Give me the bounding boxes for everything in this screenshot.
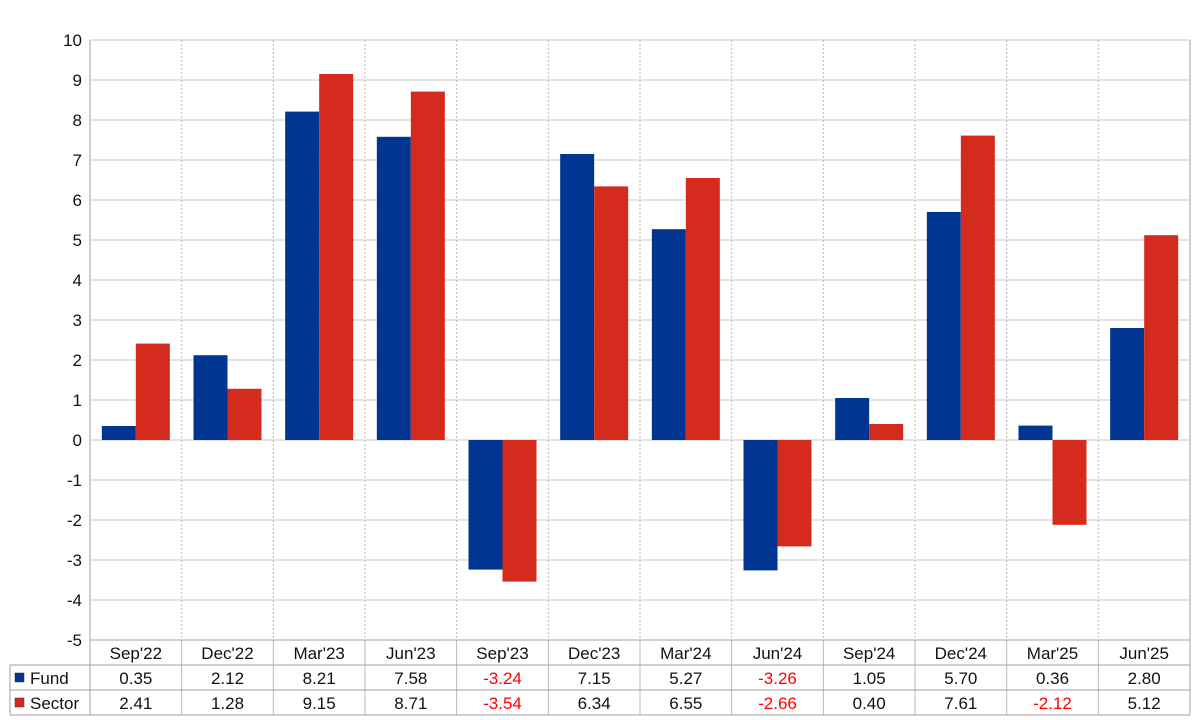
table-value-fund: 5.27	[669, 669, 702, 688]
x-category-label: Mar'23	[293, 644, 344, 663]
table-value-sector: 6.34	[578, 694, 611, 713]
bar-sector	[410, 91, 445, 440]
bar-fund	[101, 426, 136, 440]
y-tick-label: 8	[73, 111, 82, 130]
x-category-label: Dec'23	[568, 644, 620, 663]
bars	[101, 74, 1179, 582]
y-tick-label: -2	[67, 511, 82, 530]
bar-fund	[926, 212, 961, 440]
y-tick-label: -3	[67, 551, 82, 570]
legend-swatch-fund	[14, 672, 25, 683]
bar-sector	[502, 440, 537, 582]
y-tick-label: 2	[73, 351, 82, 370]
bar-fund	[1110, 328, 1145, 440]
table-value-fund: 2.80	[1128, 669, 1161, 688]
bar-fund	[560, 154, 595, 440]
y-tick-label: -5	[67, 631, 82, 650]
table-value-sector: 1.28	[211, 694, 244, 713]
bar-sector	[960, 135, 995, 440]
bar-sector	[685, 178, 720, 440]
bar-fund	[193, 355, 228, 440]
table-value-fund: 2.12	[211, 669, 244, 688]
data-table: Sep'22 Dec'22 Mar'23 Jun'23 Sep'23 Dec'23 Mar'…	[9, 639, 1190, 716]
y-tick-label: -1	[67, 471, 82, 490]
x-category-label: Jun'24	[753, 644, 803, 663]
x-category-label: Mar'24	[660, 644, 711, 663]
bar-fund	[376, 136, 411, 441]
x-category-label: Mar'25	[1027, 644, 1078, 663]
table-value-sector: 5.12	[1128, 694, 1161, 713]
bar-sector	[777, 440, 812, 547]
bar-fund	[651, 229, 686, 440]
table-value-sector: -3.54	[483, 694, 522, 713]
table-value-fund: 0.35	[119, 669, 152, 688]
bar-sector	[594, 186, 629, 440]
y-tick-label: 5	[73, 231, 82, 250]
table-value-fund: 7.15	[578, 669, 611, 688]
table-value-sector: 8.71	[394, 694, 427, 713]
y-tick-label: 1	[73, 391, 82, 410]
y-tick-label: -4	[67, 591, 82, 610]
bar-sector	[135, 343, 170, 440]
table-value-fund: 7.58	[394, 669, 427, 688]
bar-sector	[319, 74, 354, 440]
x-category-label: Jun'23	[386, 644, 436, 663]
bar-sector	[227, 388, 262, 440]
bar-fund	[1018, 425, 1053, 440]
table-value-sector: 0.40	[853, 694, 886, 713]
bar-fund	[285, 111, 320, 440]
legend-swatch-sector	[14, 697, 25, 708]
y-tick-label: 4	[73, 271, 82, 290]
table-value-fund: -3.24	[483, 669, 522, 688]
table-value-sector: 6.55	[669, 694, 702, 713]
gridlines	[89, 39, 1191, 715]
table-value-sector: -2.66	[758, 694, 797, 713]
table-value-sector: -2.12	[1033, 694, 1072, 713]
y-tick-label: 6	[73, 191, 82, 210]
table-value-fund: 0.36	[1036, 669, 1069, 688]
y-tick-label: 3	[73, 311, 82, 330]
bar-sector	[869, 424, 904, 440]
table-value-fund: 1.05	[853, 669, 886, 688]
y-tick-label: 9	[73, 71, 82, 90]
bar-fund	[743, 440, 778, 571]
y-tick-label: 0	[73, 431, 82, 450]
table-value-sector: 2.41	[119, 694, 152, 713]
bar-fund	[468, 440, 503, 570]
x-category-label: Sep'24	[843, 644, 895, 663]
x-category-label: Dec'22	[201, 644, 253, 663]
table-value-sector: 7.61	[944, 694, 977, 713]
bar-fund	[835, 398, 870, 440]
x-category-label: Sep'22	[110, 644, 162, 663]
y-tick-label: 7	[73, 151, 82, 170]
x-category-label: Dec'24	[935, 644, 987, 663]
x-category-label: Sep'23	[476, 644, 528, 663]
bar-sector	[1144, 235, 1179, 440]
table-value-fund: 5.70	[944, 669, 977, 688]
legend-label-sector: Sector	[30, 694, 79, 713]
y-tick-label: 10	[63, 31, 82, 50]
table-value-sector: 9.15	[303, 694, 336, 713]
bar-sector	[1052, 440, 1087, 525]
legend-label-fund: Fund	[30, 669, 69, 688]
table-value-fund: 8.21	[303, 669, 336, 688]
table-value-fund: -3.26	[758, 669, 797, 688]
x-category-label: Jun'25	[1119, 644, 1169, 663]
